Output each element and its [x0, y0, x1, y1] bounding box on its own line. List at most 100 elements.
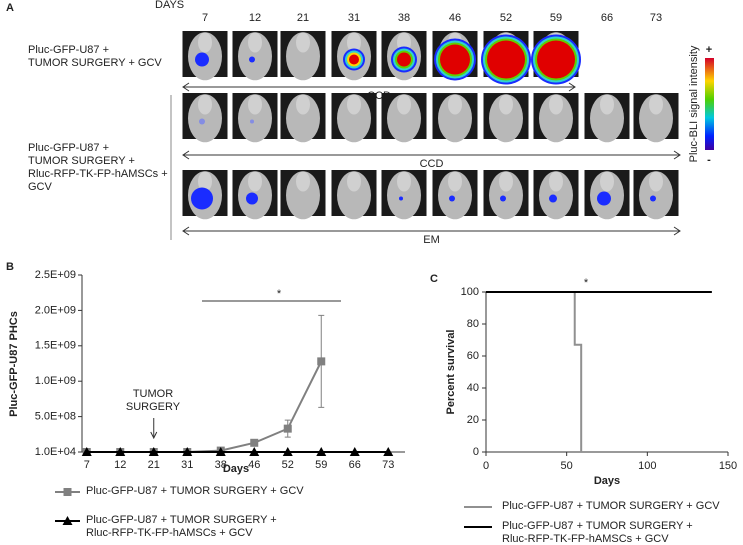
day-label: 21 — [297, 12, 309, 24]
mouse-head — [238, 94, 272, 143]
mouse-snout — [499, 171, 513, 192]
annotation: TUMOR SURGERY — [125, 388, 181, 413]
mouse-head — [639, 171, 673, 220]
y-tick-label: 40 — [467, 382, 479, 394]
mouse-snout — [296, 32, 310, 53]
y-axis-label: Pluc-GFP-U87 PHCs — [8, 311, 20, 417]
mouse-snout — [549, 94, 563, 115]
mouse-snout — [198, 32, 212, 53]
bli-signal — [487, 40, 525, 79]
arrow-head — [673, 150, 681, 160]
mouse-snout — [448, 94, 462, 115]
bli-signal — [191, 187, 213, 210]
colorbar-max: + — [706, 44, 712, 56]
arrow-head — [673, 226, 681, 236]
bli-signal — [537, 40, 575, 79]
mouse-snout — [248, 94, 262, 115]
bli-signal — [397, 52, 411, 67]
row-label: TUMOR SURGERY + GCV — [28, 57, 162, 69]
bli-signal — [250, 119, 254, 124]
mouse-head — [639, 94, 673, 143]
marker — [249, 447, 260, 456]
mouse-head — [387, 171, 421, 220]
mouse-snout — [347, 32, 361, 53]
y-tick-label: 2.0E+09 — [35, 304, 76, 316]
legend-label: Pluc-GFP-U87 + TUMOR SURGERY + Rluc-RFP-… — [502, 520, 693, 545]
mouse-snout — [296, 94, 310, 115]
day-label: 31 — [348, 12, 360, 24]
colorbar-label: Pluc-BLI signal intensity — [688, 45, 700, 162]
bli-signal — [249, 56, 255, 63]
mouse-snout — [397, 171, 411, 192]
bli-signal — [399, 196, 403, 201]
y-tick-label: 1.0E+09 — [35, 375, 76, 387]
panel-label: C — [430, 273, 438, 285]
mouse-snout — [296, 171, 310, 192]
mouse-snout — [600, 171, 614, 192]
arrow-head — [150, 431, 158, 440]
mouse-head — [438, 171, 472, 220]
y-tick-label: 1.5E+09 — [35, 340, 76, 352]
mouse-snout — [347, 171, 361, 192]
bli-signal — [349, 54, 359, 65]
significance: * — [584, 277, 589, 289]
mouse-snout — [649, 94, 663, 115]
mouse-head — [286, 94, 320, 143]
day-label: 52 — [500, 12, 512, 24]
mouse-snout — [448, 171, 462, 192]
bli-signal — [199, 118, 205, 125]
mouse-head — [438, 94, 472, 143]
x-tick-label: 50 — [561, 460, 573, 472]
y-tick-label: 80 — [467, 318, 479, 330]
bli-signal — [449, 195, 455, 202]
bli-signal — [246, 192, 258, 205]
y-tick-label: 20 — [467, 414, 479, 426]
y-tick-label: 1.0E+04 — [35, 446, 76, 458]
y-tick-label: 100 — [461, 286, 479, 298]
marker — [115, 447, 126, 456]
mouse-head — [286, 32, 320, 81]
x-tick-label: 52 — [282, 459, 294, 471]
days-label: DAYS — [155, 0, 184, 11]
marker — [316, 447, 327, 456]
legend-label: Pluc-GFP-U87 + TUMOR SURGERY + Rluc-RFP-… — [86, 514, 277, 539]
x-axis-label: Days — [594, 475, 620, 487]
bli-signal — [650, 195, 656, 202]
mouse-head — [337, 94, 371, 143]
marker — [349, 447, 360, 456]
mouse-head — [489, 94, 523, 143]
x-tick-label: 7 — [84, 459, 90, 471]
mouse-snout — [549, 171, 563, 192]
mouse-snout — [397, 94, 411, 115]
mouse-snout — [347, 94, 361, 115]
row-label: Pluc-GFP-U87 + — [28, 142, 109, 154]
arrow-head — [182, 226, 190, 236]
bli-signal — [597, 191, 611, 206]
mouse-snout — [248, 171, 262, 192]
legend-marker — [63, 488, 72, 496]
x-tick-label: 73 — [382, 459, 394, 471]
marker — [215, 447, 226, 456]
x-tick-label: 100 — [638, 460, 656, 472]
mouse-snout — [248, 32, 262, 53]
marker — [250, 438, 259, 447]
mouse-head — [387, 94, 421, 143]
x-tick-label: 31 — [181, 459, 193, 471]
x-tick-label: 38 — [215, 459, 227, 471]
colorbar-min: - — [707, 154, 711, 166]
marker — [383, 447, 394, 456]
y-axis-label: Percent survival — [445, 330, 457, 415]
row-label: GCV — [28, 181, 53, 193]
mouse-snout — [499, 94, 513, 115]
mouse-snout — [600, 94, 614, 115]
arrow-head — [568, 82, 576, 92]
mouse-head — [539, 171, 573, 220]
mouse-head — [337, 171, 371, 220]
mouse-head — [286, 171, 320, 220]
legend-marker — [62, 516, 73, 525]
row-label: Pluc-GFP-U87 + — [28, 44, 109, 56]
marker — [148, 447, 159, 456]
arrow-head — [182, 150, 190, 160]
y-tick-label: 60 — [467, 350, 479, 362]
